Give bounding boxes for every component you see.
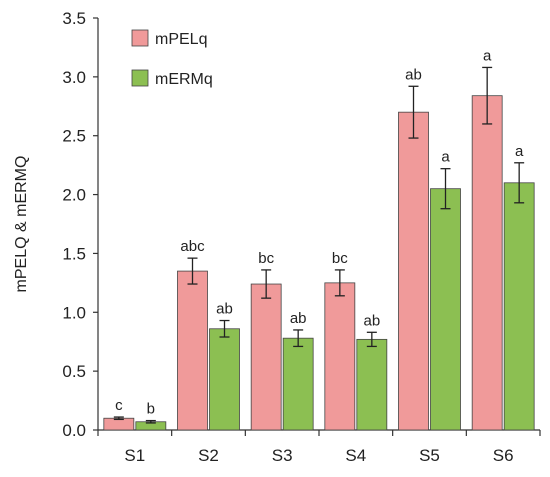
bar-mERMq-S2: [209, 328, 240, 431]
x-tick-label: S6: [493, 446, 514, 465]
axes: 0.0 0.5 1.0 1.5 2.0 2.5 3.0 3.5 S1 S2 S3 S4 S5 S6: [62, 9, 541, 465]
significance-label: b: [147, 401, 155, 418]
y-tick-label: 1.5: [62, 244, 86, 263]
x-tick-label: S5: [419, 446, 440, 465]
y-tick-label: 0.0: [62, 421, 86, 440]
x-tick-label: S4: [345, 446, 366, 465]
bar-mPELq-S4: [324, 282, 356, 431]
legend-swatch: [131, 69, 149, 87]
x-tick-label: S2: [198, 446, 219, 465]
legend-label: mERMq: [155, 71, 213, 88]
x-tick-label: S1: [124, 446, 145, 465]
bar-mPELq-S5: [398, 111, 429, 431]
y-axis-title: mPELQ & mERMQ: [13, 156, 30, 293]
bar-mERMq-S4: [356, 338, 388, 431]
legend-label: mPELq: [155, 31, 207, 48]
x-tick-label: S3: [272, 446, 293, 465]
significance-label: a: [515, 143, 524, 160]
bar-mPELq-S6: [471, 95, 503, 431]
significance-label: bc: [258, 250, 274, 267]
y-tick-label: 2.0: [62, 186, 86, 205]
y-tick-label: 3.0: [62, 68, 86, 87]
y-tick-label: 1.0: [62, 303, 86, 322]
bar-mERMq-S5: [430, 188, 461, 431]
significance-label: abc: [180, 238, 205, 255]
significance-label: c: [115, 397, 123, 414]
y-tick-label: 2.5: [62, 127, 86, 146]
significance-label: a: [483, 47, 492, 64]
y-tick-label: 0.5: [62, 362, 86, 381]
legend: mPELq mERMq: [131, 29, 213, 88]
significance-label: ab: [216, 301, 233, 318]
significance-label: a: [441, 149, 450, 166]
bar-mERMq-S3: [282, 337, 314, 431]
y-tick-label: 3.5: [62, 9, 86, 28]
significance-label: ab: [363, 312, 380, 329]
bar-mPELq-S3: [250, 283, 282, 431]
bar-mERMq-S6: [503, 182, 535, 431]
bar-mPELq-S2: [177, 270, 208, 431]
significance-label: ab: [290, 310, 307, 327]
legend-swatch: [131, 29, 149, 47]
significance-label: bc: [332, 250, 348, 267]
significance-label: ab: [405, 66, 422, 83]
